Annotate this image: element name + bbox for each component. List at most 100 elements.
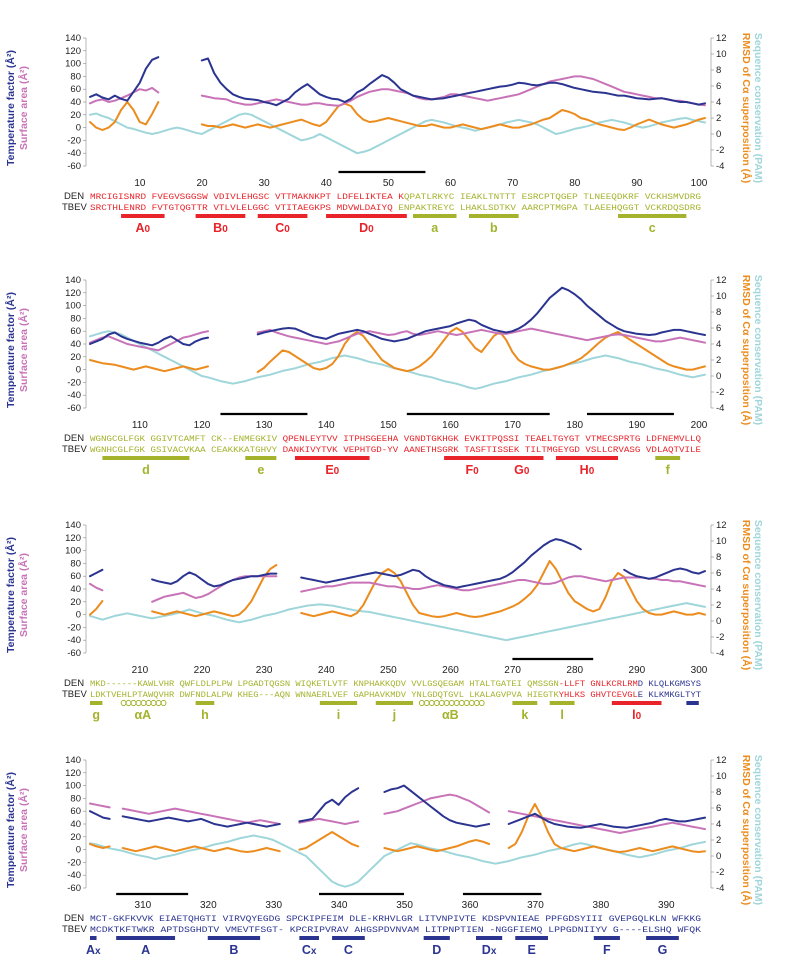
strand-label: l xyxy=(560,708,563,722)
y-axis-title-temperature: Temperature factor (Å²) xyxy=(4,292,17,408)
y-axis-title-rmsd: RMSD of Cα superposition (Å) xyxy=(740,520,753,671)
y-tick-label-left: 0 xyxy=(76,610,81,621)
y-tick-label-right: -2 xyxy=(716,632,724,643)
y-tick-label-left: 20 xyxy=(70,110,81,121)
x-tick-label: 280 xyxy=(566,665,583,676)
y-tick-label-right: 12 xyxy=(716,755,727,766)
y-tick-label-right: 4 xyxy=(716,339,721,350)
y-tick-label-left: -60 xyxy=(67,648,81,659)
sequence-den: MKD------KAWLVHR QWFLDLPLPW LPGADTQGSN W… xyxy=(90,679,701,689)
y-tick-label-right: 12 xyxy=(716,33,727,44)
y-tick-label-left: 20 xyxy=(70,352,81,363)
strand-bar-B0 xyxy=(195,214,246,218)
y-tick-label-left: 140 xyxy=(65,275,81,286)
y-tick-label-left: 80 xyxy=(70,793,81,804)
seq-label-tbev: TBEV xyxy=(62,202,87,213)
sequence-tbev: LDKTVEHLPTAWQVHR DWFNDLALPW KHEG---AQN W… xyxy=(90,690,701,700)
y-tick-label-left: 40 xyxy=(70,584,81,595)
strand-label: Ax xyxy=(86,943,101,957)
y-tick-label-left: 40 xyxy=(70,339,81,350)
strand-bar-Cx xyxy=(299,936,319,940)
y-tick-label-right: 6 xyxy=(716,81,721,92)
y-tick-label-left: 80 xyxy=(70,313,81,324)
strand-bar-unlabeled xyxy=(686,701,699,705)
strand-label: d xyxy=(142,463,150,477)
seq-label-den: DEN xyxy=(64,678,84,689)
x-tick-label: 80 xyxy=(569,178,581,189)
y-tick-label-right: 10 xyxy=(716,49,727,60)
chart-panel-3: 140120100806040200-20-40-60121086420-2-4… xyxy=(4,520,764,722)
series-line-surf xyxy=(89,793,706,834)
x-tick-label: 290 xyxy=(629,665,646,676)
strand-bar-f xyxy=(655,456,681,460)
series-line-cons xyxy=(89,834,706,888)
series-line-rmsd xyxy=(89,327,706,373)
x-tick-label: 30 xyxy=(259,178,271,189)
x-tick-label: 300 xyxy=(691,665,708,676)
seq-label-den: DEN xyxy=(64,191,84,202)
helix-turn xyxy=(433,699,440,707)
sequence-den: MRCIGISNRD FVEGVSGGSW VDIVLEHGSC VTTMAKN… xyxy=(90,192,701,202)
strand-label: Cx xyxy=(302,943,317,957)
y-tick-label-right: 2 xyxy=(716,600,721,611)
helix-turn xyxy=(423,699,430,707)
strand-label: H0 xyxy=(580,463,595,477)
x-tick-label: 50 xyxy=(383,178,395,189)
y-tick-label-left: -60 xyxy=(67,161,81,172)
helix-turn xyxy=(478,699,485,707)
series-line-cons xyxy=(89,602,706,642)
strand-bar-H0 xyxy=(555,456,619,460)
strand-bar-d xyxy=(102,456,190,460)
x-tick-label: 370 xyxy=(527,900,544,911)
seq-label-tbev: TBEV xyxy=(62,444,87,455)
strand-label: B0 xyxy=(213,221,228,235)
x-tick-label: 60 xyxy=(445,178,457,189)
strand-bar-C xyxy=(332,936,365,940)
y-tick-label-left: -40 xyxy=(67,390,81,401)
y-tick-label-right: -4 xyxy=(716,648,724,659)
strand-bar-F xyxy=(593,936,620,940)
seq-label-tbev: TBEV xyxy=(62,689,87,700)
strand-bar-a xyxy=(413,214,457,218)
strand-bar-A xyxy=(116,936,176,940)
y-tick-label-right: 6 xyxy=(716,803,721,814)
y-axis-title-rmsd: RMSD of Cα superposition (Å) xyxy=(740,33,753,184)
x-tick-label: 230 xyxy=(256,665,273,676)
y-axis-title-rmsd: RMSD of Cα superposition (Å) xyxy=(740,755,753,906)
y-tick-label-left: 20 xyxy=(70,832,81,843)
y-tick-label-right: 10 xyxy=(716,291,727,302)
chart-panel-4: 140120100806040200-20-40-60121086420-2-4… xyxy=(4,755,764,957)
y-tick-label-left: 120 xyxy=(65,768,81,779)
strand-bar-F0 xyxy=(444,456,500,460)
y-tick-label-right: 8 xyxy=(716,307,721,318)
helix-turn xyxy=(428,699,435,707)
helix-turn xyxy=(140,699,147,707)
y-tick-label-left: 140 xyxy=(65,33,81,44)
strand-label: Dx xyxy=(482,943,497,957)
strand-label: D0 xyxy=(359,221,374,235)
y-axis-title-temperature: Temperature factor (Å²) xyxy=(4,537,17,653)
helix-turn xyxy=(125,699,132,707)
strand-label: αA xyxy=(134,708,151,722)
series-line-temp xyxy=(89,538,706,589)
x-tick-label: 380 xyxy=(593,900,610,911)
x-tick-label: 360 xyxy=(462,900,479,911)
y-tick-label-left: 0 xyxy=(76,123,81,134)
y-tick-label-left: 120 xyxy=(65,533,81,544)
strand-label: i xyxy=(337,708,340,722)
strand-label: F0 xyxy=(465,463,479,477)
strand-bar-i xyxy=(319,701,358,705)
y-tick-label-right: 0 xyxy=(716,129,721,140)
y-tick-label-left: 20 xyxy=(70,597,81,608)
y-axis-title-surface: Surface area (Å²) xyxy=(17,308,30,392)
strand-label: D xyxy=(432,943,441,957)
y-axis-title-conservation: Sequence conservation (PAM) xyxy=(752,275,764,425)
x-tick-label: 110 xyxy=(132,420,148,431)
helix-turn xyxy=(135,699,142,707)
seq-label-den: DEN xyxy=(64,433,84,444)
strand-bar-C0 xyxy=(257,214,308,218)
strand-label: E xyxy=(527,943,535,957)
helix-turn xyxy=(150,699,157,707)
series-line-temp xyxy=(89,784,706,829)
